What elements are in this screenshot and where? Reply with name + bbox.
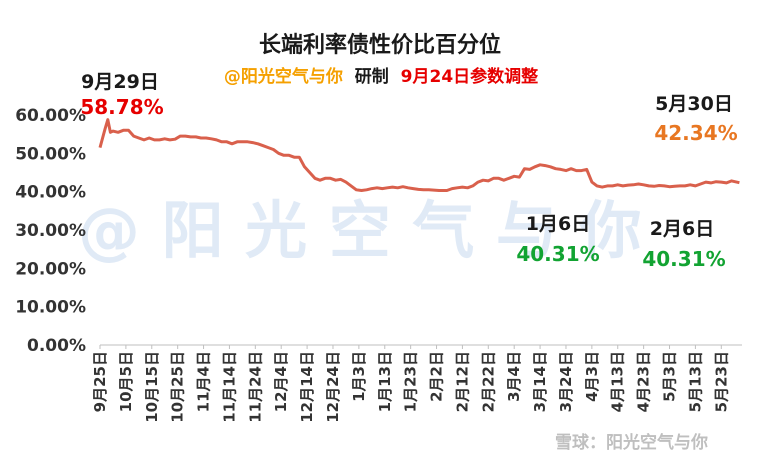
y-tick-label: 40.00% <box>15 183 86 203</box>
y-tick-label: 10.00% <box>15 298 86 318</box>
x-tick-label: 5月23日 <box>712 351 730 412</box>
annotation-date: 1月6日 <box>526 213 590 235</box>
x-tick-label: 11月14日 <box>220 351 238 423</box>
annotation-date: 2月6日 <box>650 218 714 240</box>
x-tick-label: 10月15日 <box>143 351 161 423</box>
y-tick-label: 60.00% <box>15 106 86 126</box>
x-tick-label: 10月25日 <box>169 351 187 423</box>
y-axis: 60.00% 50.00% 40.00% 30.00% 20.00% 10.00% 0.00… <box>15 106 86 356</box>
x-tick-label: 3月4日 <box>505 351 523 402</box>
chart-subtitle: @阳光空气与你 研制 9月24日参数调整 <box>224 66 538 87</box>
x-tick-label: 4月23日 <box>635 351 653 412</box>
annotation-value: 40.31% <box>516 242 599 266</box>
series-line <box>98 118 740 192</box>
watermark: @ 阳 光 空 气 与 你 <box>78 194 642 267</box>
x-tick-label: 4月3日 <box>583 351 601 402</box>
x-tick-label: 9月25日 <box>91 351 109 412</box>
x-tick-label: 2月2日 <box>428 351 446 402</box>
subtitle-author: @阳光空气与你 <box>224 66 343 87</box>
x-axis: 9月25日 10月5日 10月15日 10月25日 11月4日 11月14日 11月24日 1… <box>91 344 742 423</box>
x-tick-label: 12月24日 <box>324 351 342 423</box>
x-tick-label: 11月4日 <box>195 351 213 412</box>
annotation-value: 58.78% <box>80 95 163 119</box>
annotation-date: 9月29日 <box>81 71 159 93</box>
y-tick-label: 20.00% <box>15 259 86 279</box>
annotation-value: 42.34% <box>654 121 737 145</box>
x-tick-label: 12月14日 <box>298 351 316 423</box>
x-tick-label: 5月13日 <box>686 351 704 412</box>
x-tick-label: 2月22日 <box>479 351 497 412</box>
x-tick-label: 11月24日 <box>246 351 264 423</box>
subtitle-adjust-note: 9月24日参数调整 <box>401 66 539 87</box>
annotation-value: 40.31% <box>642 247 725 271</box>
x-tick-label: 5月3日 <box>661 351 679 402</box>
x-tick-label: 1月13日 <box>376 351 394 412</box>
source-credit: 雪球：阳光空气与你 <box>555 432 708 453</box>
y-tick-label: 0.00% <box>27 336 86 356</box>
x-tick-label: 3月14日 <box>531 351 549 412</box>
y-tick-label: 50.00% <box>15 144 86 164</box>
x-tick-label: 4月13日 <box>609 351 627 412</box>
annotation-date: 5月30日 <box>655 93 733 115</box>
x-tick-label: 12月4日 <box>272 351 290 412</box>
x-tick-label: 10月5日 <box>117 351 135 412</box>
subtitle-made-by: 研制 <box>355 66 389 87</box>
chart-title: 长端利率债性价比百分位 <box>259 32 501 58</box>
series-layer <box>98 118 740 192</box>
x-tick-label: 3月24日 <box>557 351 575 412</box>
y-tick-label: 30.00% <box>15 221 86 241</box>
x-tick-label: 1月3日 <box>350 351 368 402</box>
x-tick-label: 1月23日 <box>402 351 420 412</box>
x-tick-label: 2月12日 <box>453 351 471 412</box>
